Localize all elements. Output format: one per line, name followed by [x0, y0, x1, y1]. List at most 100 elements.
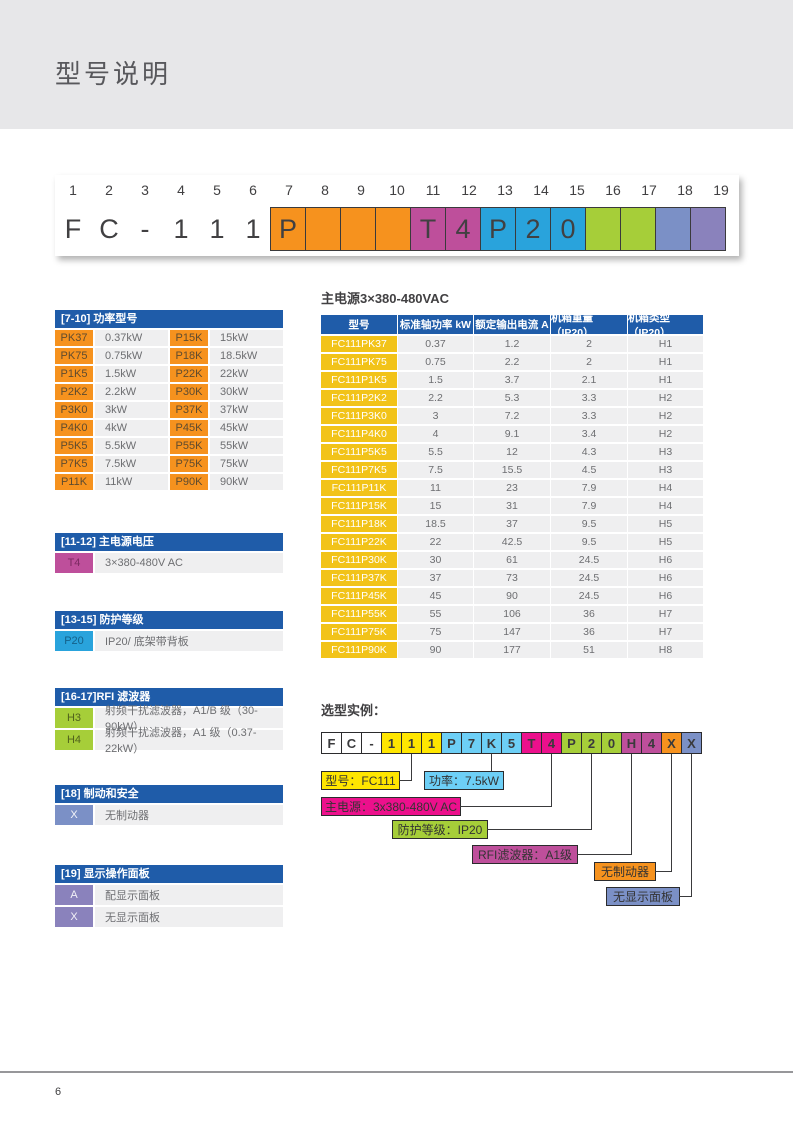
spec-model-cell: FC111P22K	[321, 534, 397, 550]
model-code-cell	[305, 207, 341, 251]
spec-value-cell: 2.2	[474, 354, 550, 370]
spec-model-cell: FC111P90K	[321, 642, 397, 658]
power-value-cell: 3kW	[95, 402, 168, 418]
position-number: 8	[321, 182, 329, 198]
connector-line	[655, 871, 672, 872]
example-label-mains: 主电源：3x380-480V AC	[321, 797, 461, 816]
spec-value-cell: 4.3	[551, 444, 627, 460]
spec-header-cell: 机箱重量（IP20）	[551, 312, 627, 339]
spec-model-cell: FC111P5K5	[321, 444, 397, 460]
example-code-cell: 0	[601, 732, 622, 754]
power-code-cell: P22K	[170, 366, 208, 382]
spec-value-cell: H3	[628, 444, 703, 460]
spec-value-cell: 7.9	[551, 480, 627, 496]
rfi-filter-table: [16-17]RFI 滤波器 H3 射频干扰滤波器，A1/B 级（30-90kW）…	[55, 688, 283, 755]
protection-table-title: [13-15] 防护等级	[55, 611, 283, 629]
table-row: A 配显示面板	[55, 885, 283, 905]
spec-value-cell: H7	[628, 606, 703, 622]
position-number: 6	[249, 182, 257, 198]
spec-value-cell: 51	[551, 642, 627, 658]
rfi-code-cell: H3	[55, 708, 93, 728]
spec-table-row: FC111P5K5 5.5 12 4.3 H3	[321, 444, 703, 460]
brake-table: [18] 制动和安全 X 无制动器	[55, 785, 283, 825]
example-title: 选型实例：	[321, 703, 387, 718]
spec-value-cell: H5	[628, 516, 703, 532]
spec-value-cell: 36	[551, 624, 627, 640]
spec-value-cell: 90	[398, 642, 473, 658]
power-value-cell: 22kW	[210, 366, 283, 382]
model-code-cell: 1	[245, 213, 261, 244]
spec-table-row: FC111P7K5 7.5 15.5 4.5 H3	[321, 462, 703, 478]
table-row: T4 3×380-480V AC	[55, 553, 283, 573]
position-number: 12	[461, 182, 477, 198]
example-label-power: 功率：7.5kW	[424, 771, 504, 790]
power-value-cell: 45kW	[210, 420, 283, 436]
position-number: 14	[533, 182, 549, 198]
spec-value-cell: 2	[551, 336, 627, 352]
power-code-cell: P45K	[170, 420, 208, 436]
power-code-cell: P7K5	[55, 456, 93, 472]
example-code-cell: 1	[421, 732, 442, 754]
power-code-cell: P2K2	[55, 384, 93, 400]
panel-value-cell: 无显示面板	[95, 907, 283, 927]
brake-table-title: [18] 制动和安全	[55, 785, 283, 803]
spec-value-cell: 15.5	[474, 462, 550, 478]
power-code-cell: P90K	[170, 474, 208, 490]
rfi-filter-table-rows: H3 射频干扰滤波器，A1/B 级（30-90kW） H4 射频干扰滤波器，A1 级（…	[55, 705, 283, 755]
model-code-positions: 1 2 3 4 5 6 7 8 9 10 11 12 13 14 15 16 17 18 19	[55, 175, 739, 207]
example-code-cell: C	[341, 732, 362, 754]
power-code-cell: P18K	[170, 348, 208, 364]
spec-table-row: FC111P11K 11 23 7.9 H4	[321, 480, 703, 496]
position-number: 18	[677, 182, 693, 198]
spec-value-cell: H5	[628, 534, 703, 550]
example-label-display: 无显示面板	[606, 887, 680, 906]
example-code-cell: X	[681, 732, 702, 754]
spec-value-cell: 24.5	[551, 570, 627, 586]
example-code-cell: K	[481, 732, 502, 754]
protection-code-cell: P20	[55, 631, 93, 651]
spec-value-cell: H4	[628, 480, 703, 496]
spec-value-cell: 24.5	[551, 552, 627, 568]
spec-value-cell: H2	[628, 408, 703, 424]
spec-model-cell: FC111P55K	[321, 606, 397, 622]
position-number: 3	[141, 182, 149, 198]
spec-value-cell: 177	[474, 642, 550, 658]
spec-model-cell: FC111P45K	[321, 588, 397, 604]
spec-value-cell: H2	[628, 426, 703, 442]
spec-value-cell: 15	[398, 498, 473, 514]
spec-value-cell: 106	[474, 606, 550, 622]
spec-header-cell: 标准轴功率 kW	[398, 315, 473, 334]
position-number: 9	[357, 182, 365, 198]
spec-value-cell: 37	[398, 570, 473, 586]
power-code-cell: P4K0	[55, 420, 93, 436]
example-code-cell: X	[661, 732, 682, 754]
example-code-cell: F	[321, 732, 342, 754]
spec-value-cell: 31	[474, 498, 550, 514]
connector-line	[577, 854, 632, 855]
model-code-cell: P	[480, 207, 516, 251]
position-number: 2	[105, 182, 113, 198]
spec-value-cell: 9.5	[551, 534, 627, 550]
brake-table-rows: X 无制动器	[55, 805, 283, 825]
table-row: P7K5 7.5kW P75K 75kW	[55, 456, 283, 472]
spec-table-row: FC111PK75 0.75 2.2 2 H1	[321, 354, 703, 370]
model-code-cell: 1	[173, 213, 189, 244]
spec-value-cell: 23	[474, 480, 550, 496]
panel-value-cell: 配显示面板	[95, 885, 283, 905]
spec-value-cell: 9.1	[474, 426, 550, 442]
model-code-cell: 1	[209, 213, 225, 244]
table-row: X 无制动器	[55, 805, 283, 825]
spec-value-cell: H6	[628, 588, 703, 604]
voltage-value-cell: 3×380-480V AC	[95, 553, 283, 573]
connector-line	[551, 754, 552, 806]
spec-value-cell: 7.5	[398, 462, 473, 478]
power-code-cell: P75K	[170, 456, 208, 472]
model-code-cell: F	[64, 213, 82, 244]
spec-value-cell: 4.5	[551, 462, 627, 478]
spec-model-cell: FC111P2K2	[321, 390, 397, 406]
spec-value-cell: 45	[398, 588, 473, 604]
spec-value-cell: 147	[474, 624, 550, 640]
spec-value-cell: H1	[628, 354, 703, 370]
